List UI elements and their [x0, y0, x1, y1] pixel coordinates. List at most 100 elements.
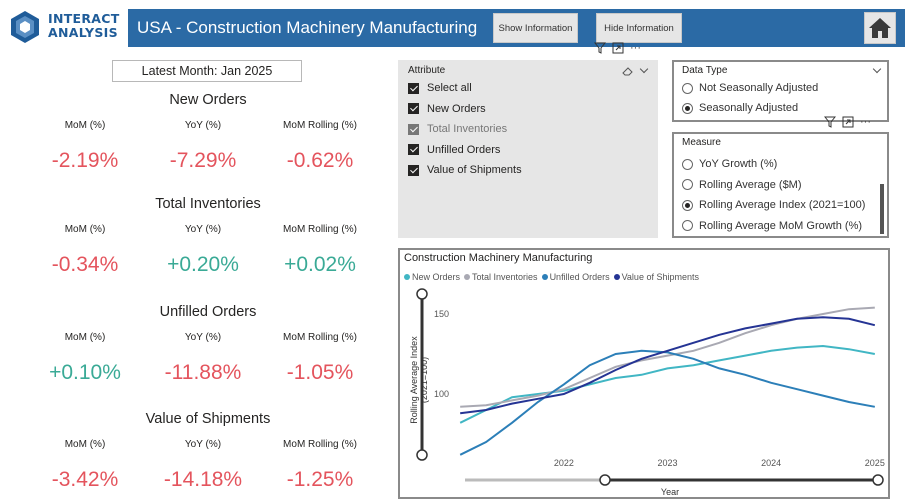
kpi-value-yoy: -11.88% — [164, 361, 242, 384]
kpi-value-yoy: +0.20% — [167, 253, 239, 276]
kpi-label-mom: MoM (%) — [64, 120, 106, 131]
measure-option-label: Rolling Average ($M) — [699, 178, 802, 191]
hide-information-button[interactable]: Hide Information — [596, 13, 682, 43]
legend-marker — [464, 274, 471, 280]
checkbox[interactable] — [408, 82, 419, 94]
measure-option[interactable]: YoY Growth (%) — [682, 156, 777, 172]
legend-item[interactable]: New Orders — [404, 272, 460, 282]
checkbox[interactable] — [408, 144, 419, 155]
attribute-slicer: Attribute Select all New Orders Total Inve… — [398, 60, 658, 238]
more-options-icon[interactable]: ··· — [630, 42, 641, 54]
attribute-option-label: Select all — [427, 82, 472, 94]
measure-option[interactable]: Rolling Average Index (2021=100) — [682, 197, 865, 213]
kpi-value-yoy: -7.29% — [169, 149, 237, 172]
chart-title: Construction Machinery Manufacturing — [404, 252, 593, 264]
visual-header-icons: ··· — [824, 116, 871, 128]
attribute-option[interactable]: Select all — [408, 80, 472, 96]
visual-header-icons: ··· — [594, 42, 641, 54]
kpi-value-mom: -2.19% — [51, 149, 119, 172]
radio-button[interactable] — [682, 82, 693, 94]
x-tick-label: 2023 — [657, 458, 677, 468]
radio-button[interactable] — [682, 158, 693, 170]
legend-item[interactable]: Total Inventories — [464, 272, 538, 282]
attribute-option[interactable]: Unfilled Orders — [408, 142, 500, 158]
legend-item[interactable]: Value of Shipments — [613, 272, 699, 282]
kpi-value-rolling: -1.05% — [286, 361, 354, 384]
attribute-option[interactable]: Total Inventories — [408, 121, 507, 137]
y-tick-label: 100 — [434, 389, 449, 399]
kpi-label-mom: MoM (%) — [64, 224, 106, 235]
measure-option[interactable]: Rolling Average ($M) — [682, 177, 802, 193]
x-axis-label: Year — [661, 487, 679, 497]
page-title: USA - Construction Machinery Manufacturi… — [137, 18, 478, 37]
filter-icon[interactable] — [824, 116, 836, 128]
section-title: New Orders — [169, 92, 247, 108]
kpi-label-mom: MoM (%) — [64, 439, 106, 450]
attribute-option-label: Total Inventories — [427, 123, 508, 135]
logo-text-line2: ANALYSIS — [48, 25, 118, 40]
home-button[interactable] — [864, 12, 896, 44]
checkbox[interactable] — [408, 103, 419, 114]
legend-marker — [613, 274, 620, 280]
radio-button[interactable] — [682, 199, 693, 211]
radio-button[interactable] — [682, 220, 693, 231]
attribute-option[interactable]: Value of Shipments — [408, 162, 522, 178]
x-tick-label: 2022 — [554, 458, 574, 468]
series-line — [459, 344, 875, 424]
kpi-label-rolling: MoM Rolling (%) — [283, 439, 357, 450]
x-range-slider-handle[interactable] — [872, 474, 884, 486]
measure-option-label: Rolling Average MoM Growth (%) — [699, 219, 863, 232]
kpi-label-yoy: YoY (%) — [184, 120, 222, 131]
focus-mode-icon[interactable] — [612, 42, 624, 54]
y-range-slider-handle[interactable] — [416, 449, 428, 461]
interact-analysis-logo: INTERACT ANALYSIS — [8, 9, 126, 47]
checkbox[interactable] — [408, 123, 419, 135]
kpi-label-mom: MoM (%) — [64, 332, 106, 343]
line-chart: 100 150 2022 2023 2024 2025 Year — [416, 288, 885, 497]
kpi-value-mom: +0.10% — [49, 361, 121, 384]
measure-scrollbar[interactable] — [880, 184, 884, 234]
logo-text-line1: INTERACT — [48, 11, 120, 26]
radio-button[interactable] — [682, 102, 693, 114]
kpi-value-mom: -0.34% — [51, 253, 119, 276]
attribute-option-label: New Orders — [427, 102, 486, 115]
x-range-slider-handle[interactable] — [599, 474, 611, 486]
radio-button[interactable] — [682, 179, 693, 190]
latest-month-box: Latest Month: Jan 2025 — [112, 60, 302, 82]
data-type-option-label: Seasonally Adjusted — [699, 102, 799, 114]
data-type-option[interactable]: Not Seasonally Adjusted — [682, 80, 818, 96]
logo-hexagon-icon — [11, 11, 39, 43]
measure-header: Measure — [682, 137, 721, 148]
section-title: Value of Shipments — [145, 411, 271, 427]
attribute-option-label: Unfilled Orders — [427, 143, 501, 156]
measure-option[interactable]: Rolling Average MoM Growth (%) — [682, 218, 862, 234]
measure-option-label: YoY Growth (%) — [699, 158, 778, 170]
focus-mode-icon[interactable] — [842, 116, 854, 128]
kpi-label-yoy: YoY (%) — [184, 332, 222, 343]
line-chart-panel: Construction Machinery Manufacturing New… — [398, 248, 890, 499]
attribute-option[interactable]: New Orders — [408, 101, 486, 117]
series-line — [460, 306, 875, 408]
chart-legend: New Orders Total Inventories Unfilled Orde… — [404, 272, 699, 282]
legend-marker — [404, 274, 410, 280]
x-tick-label: 2024 — [761, 458, 781, 468]
kpi-value-rolling: -1.25% — [286, 468, 354, 491]
legend-label: Total Inventories — [472, 272, 538, 282]
chevron-down-icon[interactable] — [872, 64, 882, 74]
legend-item[interactable]: Unfilled Orders — [541, 272, 610, 282]
checkbox[interactable] — [408, 164, 419, 176]
data-type-slicer: Data Type Not Seasonally Adjusted Seasona… — [672, 60, 889, 122]
more-options-icon[interactable]: ··· — [860, 116, 871, 128]
data-type-option[interactable]: Seasonally Adjusted — [682, 100, 798, 116]
series-line — [459, 349, 875, 456]
filter-icon[interactable] — [594, 42, 606, 54]
y-range-slider-handle[interactable] — [416, 288, 428, 300]
legend-label: Value of Shipments — [621, 272, 699, 282]
eraser-icon[interactable] — [622, 66, 634, 76]
kpi-value-rolling: -0.62% — [286, 149, 354, 172]
chevron-down-icon[interactable] — [639, 64, 649, 74]
kpi-label-rolling: MoM Rolling (%) — [283, 224, 357, 235]
show-information-button[interactable]: Show Information — [493, 13, 578, 43]
kpi-label-yoy: YoY (%) — [184, 439, 222, 450]
kpi-value-rolling: +0.02% — [284, 253, 356, 276]
